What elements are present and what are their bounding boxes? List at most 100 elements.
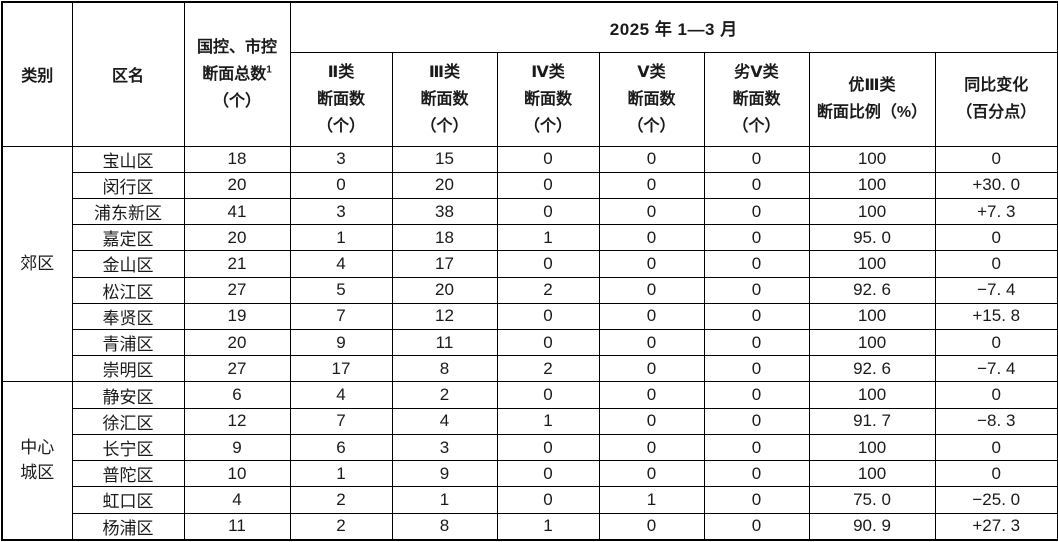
value-cell: 0 bbox=[703, 250, 810, 278]
value-cell: 2 bbox=[496, 276, 600, 304]
header-subcol-line: 优Ⅲ类 bbox=[848, 77, 896, 94]
value-cell: 21 bbox=[183, 250, 291, 278]
category-label: 郊区 bbox=[20, 253, 55, 273]
table-row: 长宁区 9 6 3 0 0 0 100 0 bbox=[2, 433, 1058, 462]
district-cell: 奉贤区 bbox=[71, 302, 185, 331]
value-cell: 12 bbox=[391, 302, 498, 331]
header-total-sections: 国控、市控 断面总数1 （个） bbox=[183, 1, 291, 147]
category-cell: 中心城区 bbox=[1, 381, 73, 541]
header-subcol-line: Ⅱ类 bbox=[327, 63, 355, 81]
value-cell: 20 bbox=[183, 329, 291, 357]
value-cell: 0 bbox=[496, 433, 600, 462]
table-row: 浦东新区 41 3 38 0 0 0 100 +7. 3 bbox=[2, 197, 1058, 226]
value-cell: 0 bbox=[598, 197, 705, 226]
value-cell: 3 bbox=[289, 197, 393, 226]
value-cell: 0 bbox=[703, 407, 810, 435]
value-cell: 6 bbox=[183, 381, 291, 409]
district-cell: 长宁区 bbox=[71, 433, 185, 462]
table-row: 中心城区 静安区 6 4 2 0 0 0 100 0 bbox=[1, 381, 1058, 541]
header-total-line3: （个） bbox=[212, 92, 261, 110]
value-cell: −7. 4 bbox=[934, 276, 1058, 304]
value-cell: 91. 7 bbox=[808, 407, 936, 435]
value-cell: 0 bbox=[598, 381, 705, 409]
value-cell: 0 bbox=[496, 197, 600, 226]
value-cell: 18 bbox=[183, 145, 291, 173]
value-cell: 92. 6 bbox=[808, 355, 936, 383]
value-cell: 0 bbox=[496, 486, 600, 514]
district-cell: 徐汇区 bbox=[71, 407, 185, 435]
value-cell: −8. 3 bbox=[934, 407, 1058, 435]
table-row: 奉贤区 19 7 12 0 0 0 100 +15. 8 bbox=[2, 302, 1058, 331]
value-cell: 3 bbox=[391, 433, 498, 462]
value-cell: 100 bbox=[808, 433, 936, 462]
value-cell: 0 bbox=[598, 224, 705, 252]
value-cell: 92. 6 bbox=[808, 276, 936, 304]
value-cell: 5 bbox=[289, 276, 393, 304]
district-cell: 普陀区 bbox=[71, 460, 185, 488]
value-cell: 0 bbox=[598, 329, 705, 357]
table-row: 杨浦区 11 2 8 1 0 0 90. 9 +27. 3 bbox=[2, 512, 1058, 541]
value-cell: 0 bbox=[934, 381, 1058, 409]
value-cell: 4 bbox=[183, 486, 291, 514]
value-cell: +27. 3 bbox=[934, 512, 1058, 541]
value-cell: 2 bbox=[496, 355, 600, 383]
district-cell: 杨浦区 bbox=[71, 512, 185, 541]
value-cell: 9 bbox=[289, 329, 393, 357]
value-cell: 41 bbox=[183, 197, 291, 226]
value-cell: 1 bbox=[496, 224, 600, 252]
category-label: 中心城区 bbox=[20, 438, 55, 482]
header-subcol-line: Ⅳ类 bbox=[531, 63, 565, 81]
table-row: 虹口区 4 2 1 0 1 0 75. 0 −25. 0 bbox=[2, 486, 1058, 514]
header-subcol-line: 断面数 bbox=[523, 90, 572, 108]
value-cell: 11 bbox=[183, 512, 291, 541]
value-cell: 0 bbox=[703, 224, 810, 252]
value-cell: 4 bbox=[289, 250, 393, 278]
value-cell: 100 bbox=[808, 381, 936, 409]
value-cell: 0 bbox=[703, 355, 810, 383]
header-subcol-0: Ⅱ类 断面数 （个） bbox=[289, 51, 393, 147]
value-cell: +7. 3 bbox=[934, 197, 1058, 226]
value-cell: 0 bbox=[598, 250, 705, 278]
value-cell: 0 bbox=[496, 171, 600, 199]
value-cell: 11 bbox=[391, 329, 498, 357]
value-cell: 100 bbox=[808, 145, 936, 173]
value-cell: 19 bbox=[183, 302, 291, 331]
value-cell: 95. 0 bbox=[808, 224, 936, 252]
header-row-sub: Ⅱ类 断面数 （个） Ⅲ类 断面数 （个） Ⅳ类 断面数 （个） Ⅴ类 断面数 （个） 劣Ⅴ类 断面数 （个… bbox=[2, 51, 1058, 147]
value-cell: 1 bbox=[496, 407, 600, 435]
header-subcol-2: Ⅳ类 断面数 （个） bbox=[496, 51, 600, 147]
district-cell: 松江区 bbox=[71, 276, 185, 304]
value-cell: 8 bbox=[391, 512, 498, 541]
value-cell: 100 bbox=[808, 197, 936, 226]
value-cell: 0 bbox=[289, 171, 393, 199]
value-cell: 100 bbox=[808, 302, 936, 331]
header-subcol-line: （个） bbox=[316, 117, 365, 135]
district-cell: 静安区 bbox=[71, 381, 185, 409]
value-cell: 20 bbox=[183, 224, 291, 252]
table-row: 松江区 27 5 20 2 0 0 92. 6 −7. 4 bbox=[2, 276, 1058, 304]
header-subcol-line: 断面比例（%） bbox=[816, 104, 928, 121]
value-cell: 100 bbox=[808, 250, 936, 278]
value-cell: 38 bbox=[391, 197, 498, 226]
value-cell: 100 bbox=[808, 329, 936, 357]
header-subcol-line: 同比变化 bbox=[964, 77, 1029, 94]
value-cell: 0 bbox=[934, 433, 1058, 462]
value-cell: 4 bbox=[289, 381, 393, 409]
value-cell: +30. 0 bbox=[934, 171, 1058, 199]
district-cell: 宝山区 bbox=[71, 145, 185, 173]
value-cell: 0 bbox=[934, 250, 1058, 278]
header-subcol-line: 断面数 bbox=[627, 90, 676, 108]
value-cell: 100 bbox=[808, 460, 936, 488]
value-cell: 7 bbox=[289, 302, 393, 331]
value-cell: 100 bbox=[808, 171, 936, 199]
value-cell: 9 bbox=[183, 433, 291, 462]
value-cell: 7 bbox=[289, 407, 393, 435]
district-cell: 嘉定区 bbox=[71, 224, 185, 252]
header-subcol-line: Ⅴ类 bbox=[637, 63, 666, 81]
value-cell: 0 bbox=[703, 276, 810, 304]
value-cell: 18 bbox=[391, 224, 498, 252]
table-body: 郊区 宝山区 18 3 15 0 0 0 100 0 闵行区 20 0 20 0 0 0 100 +30. 0 浦东新… bbox=[1, 145, 1058, 541]
